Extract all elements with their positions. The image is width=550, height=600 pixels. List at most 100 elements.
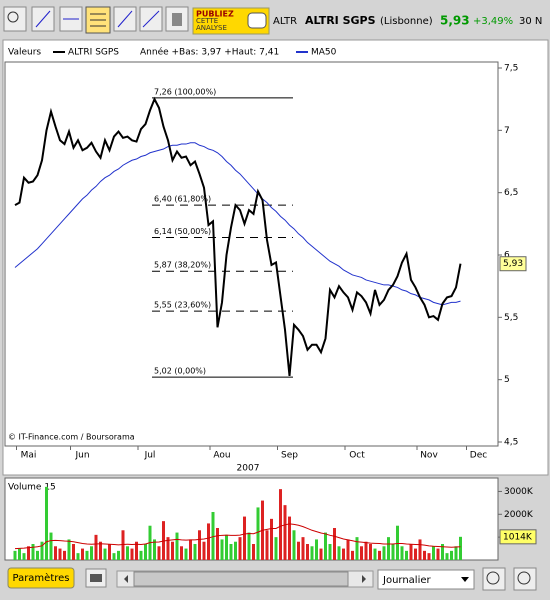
volume-bar: [36, 550, 39, 560]
volume-bar: [373, 548, 377, 560]
fib-label: 6,14 (50,00%): [154, 227, 211, 236]
volume-bar: [405, 550, 408, 560]
icon: [486, 571, 500, 585]
scroll-thumb[interactable]: [133, 571, 349, 587]
x-tick-label: Jun: [74, 451, 89, 461]
volume-bar: [324, 532, 327, 560]
volume-bar: [54, 546, 57, 560]
volume-bar: [121, 530, 125, 560]
volume-bar: [319, 548, 323, 560]
volume-bar: [283, 505, 287, 560]
volume-bar: [31, 544, 35, 560]
volume-bar: [369, 544, 372, 560]
quote-code: ALTR: [273, 16, 297, 27]
y-tick-label: 7: [504, 126, 510, 136]
volume-bar: [454, 546, 458, 560]
volume-bar: [63, 550, 66, 560]
volume-bar: [112, 553, 116, 560]
settings-button[interactable]: [7, 567, 75, 589]
volume-bar: [193, 544, 197, 560]
fib-label: 5,02 (0,00%): [154, 367, 206, 376]
volume-bar: [22, 553, 26, 560]
y-tick-label: 5,5: [504, 313, 518, 323]
period-label: Journalier: [382, 575, 432, 586]
volume-bar: [108, 544, 111, 560]
volume-bar: [207, 523, 210, 560]
volume-bar: [180, 546, 183, 560]
icon: [172, 13, 182, 26]
volume-bar: [229, 544, 233, 560]
volume-bar: [364, 541, 368, 560]
icon: [7, 11, 19, 23]
volume-bar: [198, 530, 201, 560]
ad-text: PUBLIEZ: [196, 10, 234, 19]
volume-bar: [234, 541, 237, 560]
volume-bar: [274, 537, 278, 560]
legend-subtitle: Année +Bas: 3,97 +Haut: 7,41: [140, 47, 279, 58]
last-volume-badge: [499, 529, 537, 545]
chart-panel: [2, 39, 549, 476]
y-tick-label: 5: [504, 375, 510, 385]
last-value-label: 5,93: [503, 259, 523, 269]
x-tick-label: Mai: [21, 451, 37, 461]
volume-bar: [333, 528, 336, 560]
volume-bar: [13, 550, 17, 560]
volume-bar: [103, 548, 107, 560]
volume-bar: [144, 544, 147, 560]
volume-bar: [301, 537, 305, 560]
x-tick-label: Dec: [470, 451, 487, 461]
volume-bar: [265, 530, 269, 560]
volume-bar: [315, 539, 318, 560]
volume-bar: [211, 512, 215, 560]
volume-bar: [409, 544, 413, 560]
x-tick-label: Aou: [213, 451, 230, 461]
quote-name: ALTRI SGPS: [305, 14, 376, 27]
legend-label: Valeurs: [8, 48, 41, 58]
volume-bar: [270, 518, 273, 560]
icon: [517, 571, 531, 585]
volume-bar: [427, 553, 431, 560]
zoom-out[interactable]: [482, 567, 506, 591]
y-tick-label: 7,5: [504, 64, 518, 74]
tool-zoom[interactable]: [3, 6, 27, 32]
x-tick-label: Nov: [420, 451, 438, 461]
volume-bar: [346, 539, 350, 560]
volume-bar: [382, 546, 386, 560]
volume-bar: [414, 548, 417, 560]
volume-bar: [72, 544, 75, 560]
price-line: [14, 96, 462, 377]
volume-bar: [400, 546, 404, 560]
volume-bar: [355, 537, 359, 560]
ad-text: ANALYSE: [196, 24, 227, 32]
volume-bar: [252, 544, 255, 560]
x-group-label: 2007: [237, 464, 260, 474]
volume-bar: [391, 544, 395, 560]
period-select[interactable]: [377, 569, 475, 590]
settings-label: Paramètres: [12, 572, 69, 584]
volume-bar: [441, 544, 444, 560]
volume-bar: [378, 550, 381, 560]
volume-bar: [135, 541, 138, 560]
volume-bar: [45, 486, 48, 560]
fib-label: 7,26 (100,00%): [154, 87, 216, 96]
x-tick-label: Jul: [144, 451, 156, 461]
volume-bar: [67, 539, 71, 560]
icon: [142, 10, 160, 28]
icon: [35, 10, 51, 28]
volume-bar: [436, 548, 440, 560]
volume-bar: [288, 516, 291, 560]
volume-bar: [445, 553, 449, 560]
volume-frame: [4, 477, 499, 561]
volume-bar: [216, 528, 219, 560]
volume-bar: [40, 541, 44, 560]
ad-bubble: [247, 12, 267, 29]
volume-bar: [459, 536, 462, 560]
volume-bar: [139, 550, 143, 560]
volume-title: Volume 15: [8, 483, 56, 493]
volume-bar: [166, 537, 170, 560]
volume-bar: [306, 544, 309, 560]
zoom-in[interactable]: [513, 567, 537, 591]
quote-last: 5,93: [440, 14, 470, 28]
toolbar: PUBLIEZ CETTE ANALYSE ALTR ALTRI SGPS (L…: [3, 6, 542, 35]
